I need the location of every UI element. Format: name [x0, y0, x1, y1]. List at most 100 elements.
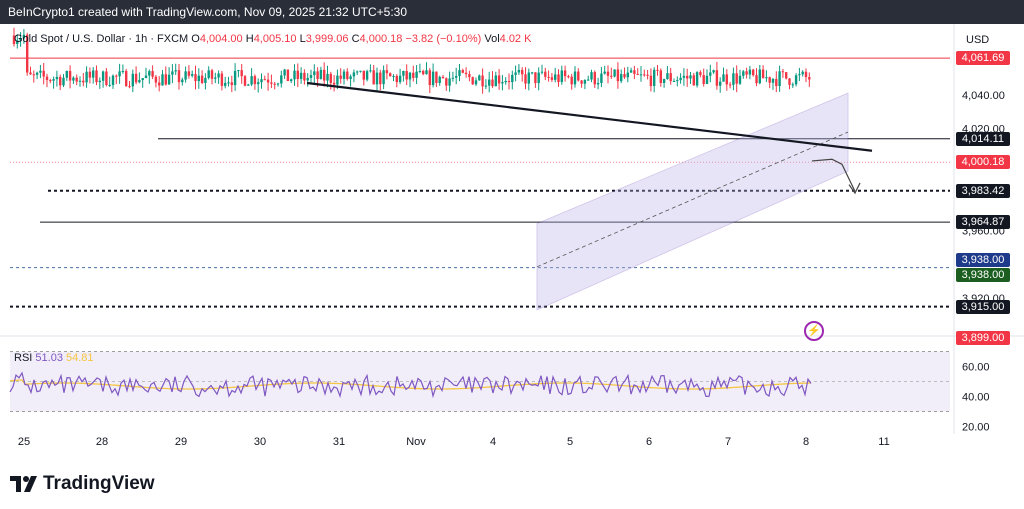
candle-body	[276, 83, 280, 85]
candle-body	[669, 73, 672, 82]
candle-body	[686, 75, 689, 79]
currency-label: USD	[966, 34, 990, 46]
rsi-tick-label: 40.00	[962, 392, 990, 404]
candle-body	[544, 71, 547, 77]
x-tick-label: 25	[18, 436, 30, 448]
candle-body	[692, 75, 695, 86]
close-value: 4,000.18	[359, 33, 403, 45]
candle-body	[587, 79, 590, 81]
rsi-value: 51.03	[35, 352, 63, 364]
candle-body	[788, 78, 791, 85]
candle-body	[293, 70, 296, 80]
x-tick-label: 8	[803, 436, 809, 448]
candle-body	[448, 78, 451, 86]
projection-path	[811, 158, 856, 192]
channel-midline	[536, 131, 849, 268]
candle-body	[639, 74, 643, 76]
candle-body	[365, 71, 369, 80]
candle-body	[286, 69, 290, 82]
candle-body	[755, 75, 758, 84]
candle-body	[184, 71, 187, 80]
candle-body	[550, 77, 554, 80]
candle-body	[174, 70, 177, 72]
candle-body	[88, 71, 92, 78]
candle-body	[709, 72, 712, 76]
candle-body	[524, 74, 527, 84]
candle-body	[438, 76, 441, 84]
candle-body	[204, 77, 207, 83]
candle-body	[118, 71, 121, 77]
lightning-icon[interactable]: ⚡	[804, 321, 824, 341]
candle-body	[521, 69, 524, 75]
candle-body	[125, 70, 128, 87]
candle-body	[299, 72, 303, 79]
candle-body	[484, 85, 488, 87]
candle-body	[405, 71, 408, 80]
candle-body	[158, 82, 161, 86]
candle-body	[481, 75, 484, 87]
candle-body	[428, 70, 431, 86]
candle-body	[16, 40, 19, 44]
candle-body	[402, 71, 405, 76]
candle-body	[395, 75, 398, 83]
candle-body	[352, 72, 356, 77]
price-label-black: 3,964.87	[956, 215, 1010, 230]
candle-body	[511, 74, 514, 83]
candle-body	[306, 77, 309, 81]
candle-body	[682, 75, 686, 78]
candle-body	[49, 80, 52, 82]
projection-arrowhead	[848, 182, 861, 195]
candle-body	[177, 70, 181, 83]
candle-body	[65, 70, 68, 78]
candle-body	[42, 70, 45, 77]
candle-body	[781, 71, 785, 73]
footer: TradingView	[0, 462, 1024, 509]
vol-value: 4.02 K	[499, 33, 532, 45]
candle-body	[138, 80, 141, 83]
candle-body	[474, 80, 478, 85]
rsi-line	[9, 371, 812, 399]
candle-body	[45, 76, 49, 81]
candle-body	[342, 71, 346, 79]
candle-body	[653, 69, 656, 86]
credit-text: BeInCrypto1 created with TradingView.com…	[8, 5, 408, 19]
x-tick-label: 6	[646, 436, 652, 448]
candle-body	[108, 85, 111, 87]
candle-body	[478, 75, 481, 81]
candle-body	[319, 69, 323, 79]
candle-body	[808, 77, 811, 80]
candle-body	[728, 84, 732, 86]
descending-trendline	[306, 81, 873, 152]
candle-body	[554, 74, 557, 80]
candle-body	[775, 78, 778, 87]
candle-body	[705, 75, 709, 84]
candle-body	[527, 72, 530, 84]
price-label-red: 3,899.00	[956, 330, 1010, 345]
chart-area[interactable]: 4,040.004,020.003,960.003,920.0060.0040.…	[0, 24, 1024, 463]
candle-body	[633, 70, 636, 74]
rsi-tick-label: 20.00	[962, 422, 990, 434]
candle-body	[191, 74, 194, 76]
candle-body	[557, 74, 560, 83]
candle-body	[164, 74, 167, 85]
candle-body	[85, 71, 88, 83]
candle-body	[82, 80, 85, 83]
candle-body	[626, 72, 629, 78]
candle-body	[26, 34, 29, 73]
candle-body	[504, 80, 507, 83]
candle-body	[445, 78, 448, 86]
candle-body	[210, 70, 214, 79]
candle-body	[98, 80, 101, 83]
candle-body	[200, 75, 204, 83]
candle-body	[623, 74, 626, 78]
candle-body	[801, 71, 804, 75]
price-chart[interactable]: 4,040.004,020.003,960.003,920.0060.0040.…	[0, 24, 1024, 462]
candle-body	[134, 73, 138, 83]
candle-body	[785, 72, 788, 79]
candle-body	[488, 79, 491, 86]
candle-body	[95, 70, 98, 83]
x-tick-label: 31	[333, 436, 345, 448]
candle-body	[372, 70, 375, 85]
price-label-black: 4,014.11	[956, 131, 1010, 146]
candle-body	[181, 79, 184, 83]
